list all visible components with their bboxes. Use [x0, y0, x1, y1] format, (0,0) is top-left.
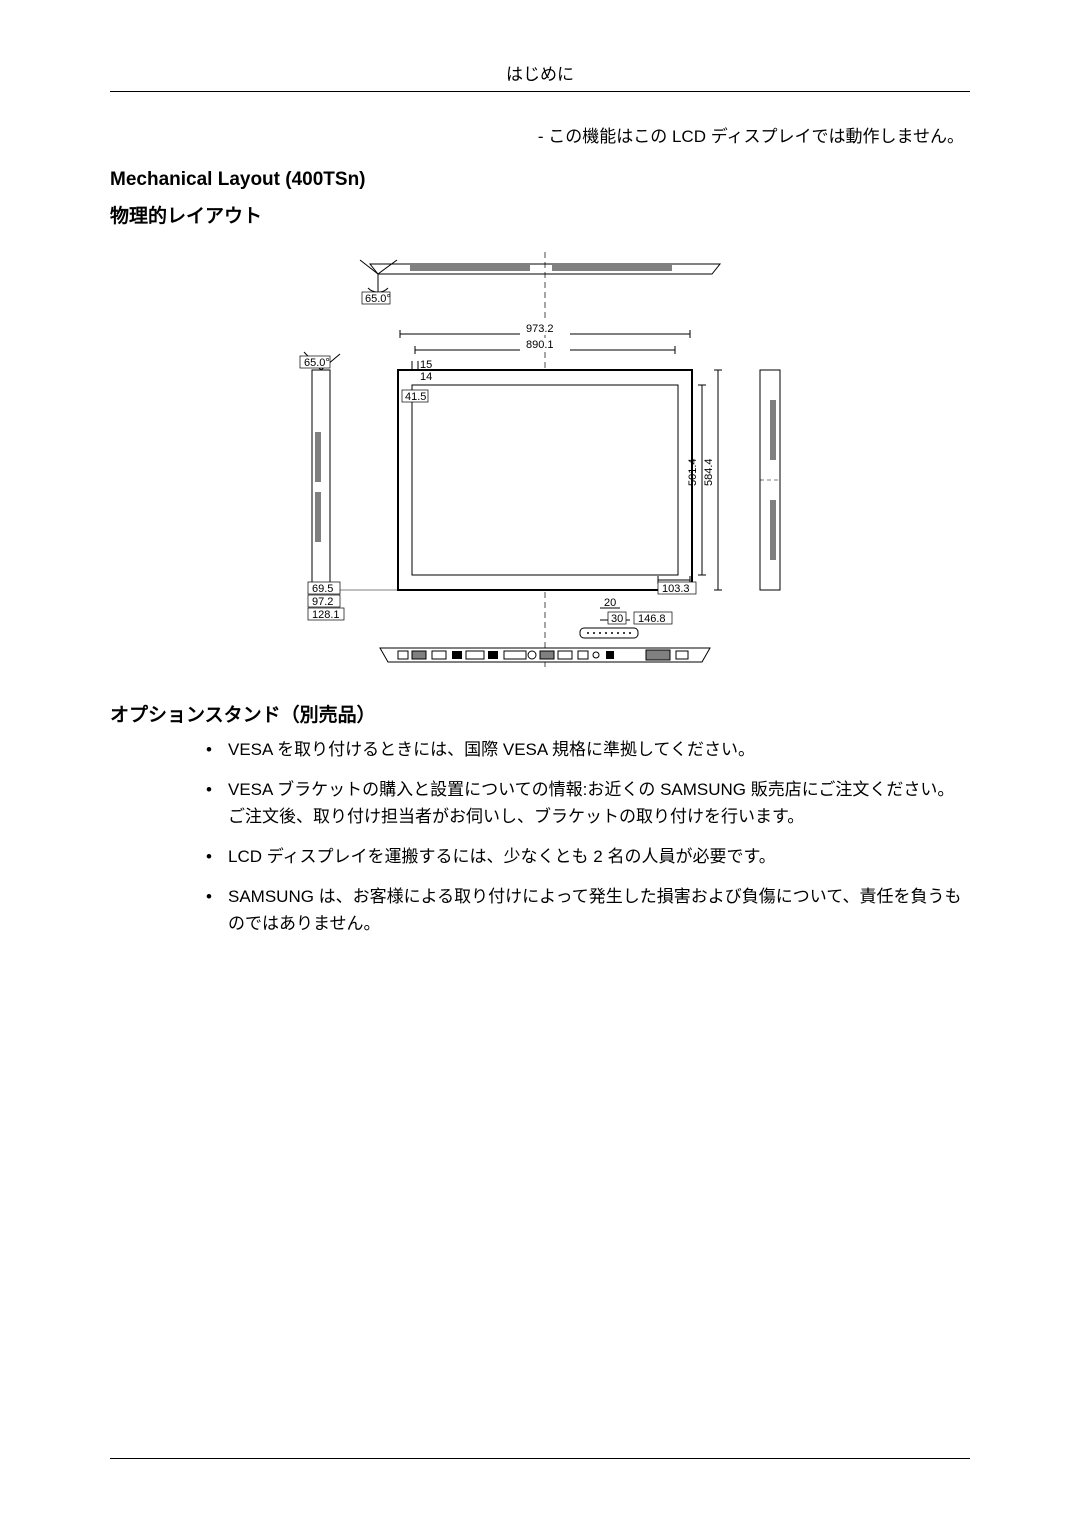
- section-heading-en: Mechanical Layout (400TSn): [110, 169, 970, 191]
- dim-width-inner: 890.1: [526, 339, 554, 351]
- list-item: SAMSUNG は、お客様による取り付けによって発生した損害および負傷について、…: [206, 884, 970, 937]
- dim-p-20: 20: [604, 597, 616, 609]
- dim-tilt-top: 65.0°: [365, 293, 391, 305]
- dim-p-30: 30: [611, 613, 623, 625]
- dim-offset-a: 15: [420, 359, 432, 371]
- section-heading-jp: 物理的レイアウト: [110, 201, 970, 228]
- list-item: VESA ブラケットの購入と設置についての情報:お近くの SAMSUNG 販売店…: [206, 777, 970, 830]
- header-rule: [110, 91, 970, 92]
- section2-heading: オプションスタンド（別売品）: [110, 700, 970, 727]
- dim-p-146: 146.8: [638, 613, 666, 625]
- dim-offset-b: 14: [420, 371, 432, 383]
- header-title: はじめに: [110, 60, 970, 85]
- diagram-svg: 65.0° 973.2 890.1: [260, 242, 820, 672]
- dim-tilt-left: 65.0°: [304, 357, 330, 369]
- dim-l-97: 97.2: [312, 596, 333, 608]
- list-item: LCD ディスプレイを運搬するには、少なくとも 2 名の人員が必要です。: [206, 844, 970, 870]
- note-line: - この機能はこの LCD ディスプレイでは動作しません。: [110, 122, 970, 147]
- list-item: VESA を取り付けるときには、国際 VESA 規格に準拠してください。: [206, 737, 970, 763]
- dim-l-69: 69.5: [312, 583, 333, 595]
- dim-width-outer: 973.2: [526, 323, 554, 335]
- mechanical-diagram: 65.0° 973.2 890.1: [110, 242, 970, 672]
- bullet-list: VESA を取り付けるときには、国際 VESA 規格に準拠してください。 VES…: [110, 737, 970, 937]
- dim-bezel-inner: 41.5: [405, 391, 426, 403]
- dim-h-screen: 501.4: [687, 458, 699, 486]
- dim-r-103: 103.3: [662, 583, 690, 595]
- dim-h-outer: 584.4: [703, 458, 715, 486]
- dim-l-128: 128.1: [312, 609, 340, 621]
- footer-rule: [110, 1458, 970, 1459]
